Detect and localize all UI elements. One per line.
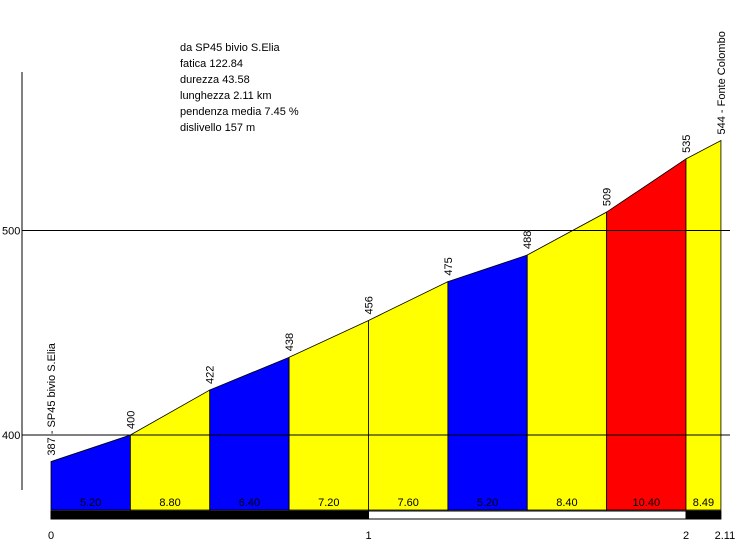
info-start: da SP45 bivio S.Elia (180, 42, 280, 54)
y-tick-label: 500 (2, 226, 20, 238)
gradient-label: 6.40 (239, 497, 260, 509)
profile-segment (368, 280, 449, 511)
elevation-label: 544 - Fonte Colombo (716, 31, 728, 134)
gradient-label: 7.20 (318, 497, 339, 509)
info-durezza: durezza 43.58 (180, 74, 250, 86)
gradient-label: 5.20 (477, 497, 498, 509)
km-bar-segment (50, 510, 369, 520)
profile-segment (129, 389, 211, 511)
profile-segment (447, 254, 528, 511)
elevation-label: 488 (522, 231, 534, 249)
profile-segment (209, 356, 290, 511)
x-tick-label: 1 (365, 530, 371, 542)
gradient-label: 7.60 (397, 497, 418, 509)
km-bar-segment (685, 510, 722, 520)
info-dislivello: dislivello 157 m (180, 122, 256, 134)
profile-segment (606, 158, 687, 511)
elevation-label: 422 (205, 366, 217, 384)
profile-segment (288, 319, 369, 511)
km-bar-segment (368, 510, 687, 520)
gradient-label: 10.40 (633, 497, 661, 509)
climb-info: da SP45 bivio S.Elia fatica 122.84 durez… (180, 40, 299, 136)
info-fatica: fatica 122.84 (180, 58, 243, 70)
gradient-label: 5.20 (80, 497, 101, 509)
x-tick-label: 0 (48, 530, 54, 542)
elevation-label: 387 - SP45 bivio S.Elia (46, 342, 58, 455)
x-tick-label: 2 (683, 530, 689, 542)
gradient-label: 8.49 (693, 497, 714, 509)
elevation-label: 438 (284, 333, 296, 351)
x-tick-label: 2.11 (715, 530, 736, 542)
elevation-label: 456 (364, 296, 376, 314)
gradient-label: 8.40 (556, 497, 577, 509)
elevation-label: 400 (125, 411, 137, 429)
info-lunghezza: lunghezza 2.11 km (180, 90, 272, 102)
y-tick-label: 400 (2, 430, 20, 442)
elevation-label: 475 (443, 257, 455, 275)
profile-segment (526, 211, 608, 511)
elevation-label: 535 (681, 135, 693, 153)
gradient-label: 8.80 (159, 497, 180, 509)
elevation-label: 509 (602, 188, 614, 206)
info-pendenza: pendenza media 7.45 % (180, 106, 299, 118)
profile-segment (685, 139, 722, 511)
